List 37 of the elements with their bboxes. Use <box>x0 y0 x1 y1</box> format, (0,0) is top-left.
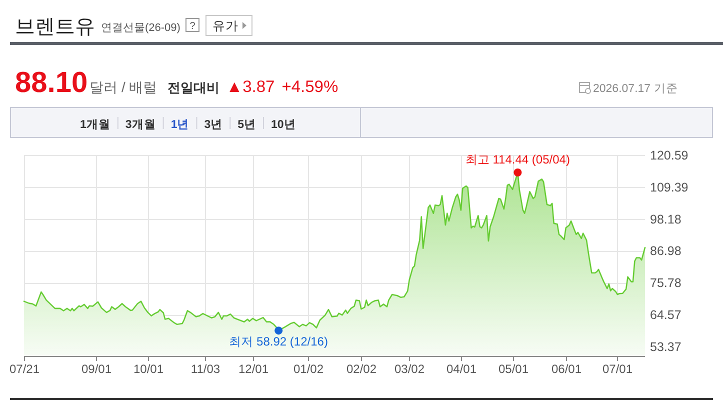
x-tick-label: 07/01 <box>602 362 633 376</box>
period-label: 1개월 <box>80 119 110 131</box>
quote-text: ▲3.87 <box>226 78 275 96</box>
quote-text: 88.10 <box>15 67 88 99</box>
period-label: 5년 <box>238 119 256 131</box>
x-tick-label: 03/02 <box>394 362 425 376</box>
date-text: 2026.07.17 기준 <box>593 83 678 95</box>
x-tick-label: 06/01 <box>551 362 582 376</box>
y-tick-label: 86.98 <box>650 244 682 258</box>
x-tick-label: 09/01 <box>81 362 112 376</box>
subtitle: 연결선물(26-09) <box>101 22 180 34</box>
period-label: 10년 <box>271 119 296 131</box>
quote-text: +4.59% <box>282 78 338 96</box>
x-tick-label: 02/02 <box>346 362 377 376</box>
quote-text: 전일대비 <box>167 80 220 95</box>
x-tick-label: 11/03 <box>190 362 220 376</box>
quote-text: 달러 / 배럴 <box>90 79 158 95</box>
y-tick-label: 109.39 <box>650 180 688 194</box>
help-text: ? <box>190 21 196 32</box>
period-label: 3개월 <box>125 119 156 131</box>
x-tick-label: 05/01 <box>498 362 529 376</box>
y-tick-label: 64.57 <box>650 308 682 322</box>
period-label: 3년 <box>204 119 223 131</box>
annotation: 최고 114.44 (05/04) <box>465 152 570 166</box>
y-tick-label: 75.78 <box>650 276 682 290</box>
button-text: 유가 <box>212 19 238 33</box>
x-tick-label: 10/01 <box>133 362 164 376</box>
y-tick-label: 98.18 <box>650 212 682 226</box>
annotation: 최저 58.92 (12/16) <box>229 334 328 349</box>
x-tick-label: 04/01 <box>446 362 477 376</box>
y-tick-label: 120.59 <box>650 148 688 162</box>
y-tick-label: 53.37 <box>650 340 682 354</box>
title: 브렌트유 <box>15 16 95 38</box>
x-tick-label: 12/01 <box>238 362 269 376</box>
x-tick-label: 01/02 <box>293 362 324 376</box>
x-tick-label: 07/21 <box>9 362 40 376</box>
period-label: 1년 <box>170 119 190 131</box>
